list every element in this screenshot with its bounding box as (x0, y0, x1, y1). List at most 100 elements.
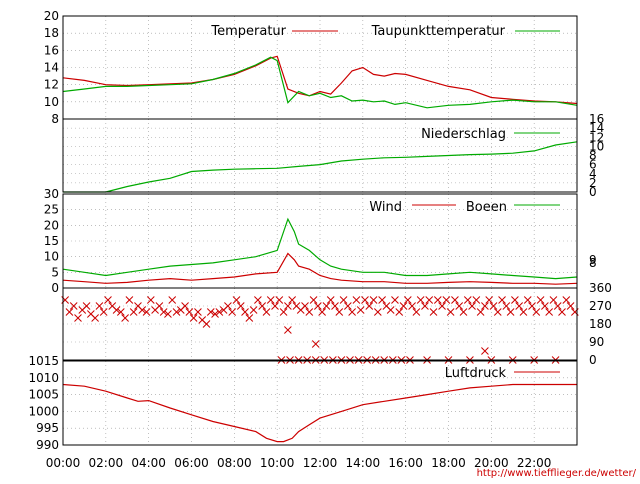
wind-direction-marker (459, 308, 468, 316)
wind-direction-marker (373, 308, 382, 316)
wind-direction-marker (536, 296, 545, 304)
wind-direction-marker (74, 314, 82, 322)
wind-direction-marker (206, 308, 215, 316)
wind-direction-marker (129, 308, 138, 316)
wind-direction-marker (545, 308, 554, 316)
y-tick-label: 18 (44, 26, 59, 40)
wind-direction-marker (511, 296, 519, 304)
wind-direction-marker (288, 296, 297, 304)
y-tick-label: 5 (51, 265, 59, 279)
pressure-panel: 990 995 1000 1005 1010 1015 Luftdruck (28, 354, 578, 452)
wind-direction-marker (442, 296, 451, 304)
wind-direction-marker (185, 308, 194, 316)
wind-direction-marker (348, 308, 356, 316)
wind-direction-marker (391, 296, 399, 304)
series-line-taupunkttemperatur (62, 56, 578, 109)
y-tick-label: 10 (44, 95, 59, 109)
wind-direction-marker (104, 296, 112, 304)
wind-direction-marker (181, 302, 189, 310)
legend-temperatur: Temperatur (210, 24, 286, 39)
wind-direction-marker (523, 296, 532, 304)
wind-direction-marker (116, 308, 125, 316)
x-tick-label: 08:00 (217, 456, 252, 470)
wind-direction-marker (95, 302, 104, 310)
wind-direction-marker (451, 296, 459, 304)
wind-direction-marker (99, 308, 108, 316)
y-tick-label: 14 (44, 61, 59, 75)
y-tick-label: 8 (51, 112, 59, 126)
wind-direction-marker (515, 302, 524, 310)
wind-direction-marker (241, 308, 249, 316)
wind-direction-marker (532, 308, 541, 316)
x-tick-label: 12:00 (303, 456, 338, 470)
wind-direction-marker (155, 302, 164, 310)
wind-direction-marker (309, 296, 318, 304)
wind-direction-marker (335, 308, 344, 316)
wind-direction-panel-frame (62, 287, 578, 361)
y-tick-label: 16 (44, 43, 59, 57)
wind-direction-marker (416, 296, 425, 304)
wind-direction-marker (339, 296, 348, 304)
wind-direction-marker (369, 296, 378, 304)
y-tick-label-right: 12 (589, 130, 604, 144)
wind-direction-marker (159, 308, 168, 316)
footer-url: http://www.tiefflieger.de/wetter/ (477, 468, 637, 479)
wind-direction-marker (271, 302, 279, 310)
wind-direction-marker (164, 310, 172, 318)
y-tick-label-right: 16 (589, 112, 604, 126)
wind-direction-marker (455, 302, 464, 310)
precipitation-panel-frame (62, 118, 578, 193)
pressure-panel-frame (62, 360, 578, 446)
wind-direction-marker (489, 302, 498, 310)
y-tick-label-right: 10 (589, 139, 604, 153)
x-tick-label: 02:00 (89, 456, 124, 470)
wind-direction-marker (493, 308, 502, 316)
wind-direction-marker (549, 296, 558, 304)
wind-direction-marker (258, 302, 267, 310)
y-tick-label-right: 0 (589, 353, 597, 367)
y-tick-label: 25 (44, 203, 59, 217)
wind-direction-marker (476, 308, 485, 316)
wind-direction-marker (485, 296, 494, 304)
y-tick-label-right: 0 (589, 185, 597, 199)
x-axis-ticks: 00:00 02:00 04:00 06:00 08:00 10:00 12:00 14:00… (46, 456, 552, 470)
wind-direction-marker (446, 308, 455, 316)
wind-direction-marker (438, 302, 446, 310)
wind-direction-marker (528, 302, 536, 310)
wind-direction-marker (168, 296, 177, 304)
wind-direction-marker (142, 308, 151, 316)
y-tick-label: 990 (36, 438, 59, 452)
wind-direction-marker (468, 302, 476, 310)
wind-direction-marker (412, 308, 421, 316)
y-tick-label: 1015 (28, 354, 59, 368)
y-tick-label: 20 (44, 218, 59, 232)
wind-direction-marker (506, 308, 515, 316)
wind-direction-marker (421, 302, 429, 310)
wind-direction-marker (254, 296, 262, 304)
wind-direction-marker (498, 296, 506, 304)
x-tick-label: 10:00 (260, 456, 295, 470)
y-tick-label: 1000 (28, 404, 59, 418)
x-tick-label: 18:00 (431, 456, 466, 470)
wind-direction-marker (519, 308, 528, 316)
wind-direction-marker (562, 296, 571, 304)
legend-luftdruck: Luftdruck (445, 366, 507, 381)
x-tick-label: 22:00 (517, 456, 552, 470)
wind-direction-marker (318, 308, 326, 316)
y-tick-label: 1010 (28, 371, 59, 385)
wind-direction-marker (395, 308, 404, 316)
wind-direction-marker (408, 302, 416, 310)
y-tick-label-right: 14 (589, 121, 604, 135)
wind-direction-marker (566, 302, 575, 310)
wind-direction-marker (275, 296, 284, 304)
wind-direction-marker (82, 302, 91, 310)
wind-direction-marker (301, 302, 309, 310)
wind-direction-marker (378, 296, 386, 304)
wind-direction-marker (433, 296, 442, 304)
wind-direction-marker (326, 296, 335, 304)
wind-direction-marker (472, 296, 481, 304)
wind-direction-marker (279, 308, 288, 316)
y-tick-label-right: 9 (589, 253, 597, 267)
wind-direction-marker (138, 306, 147, 314)
y-tick-label: 30 (44, 187, 59, 201)
